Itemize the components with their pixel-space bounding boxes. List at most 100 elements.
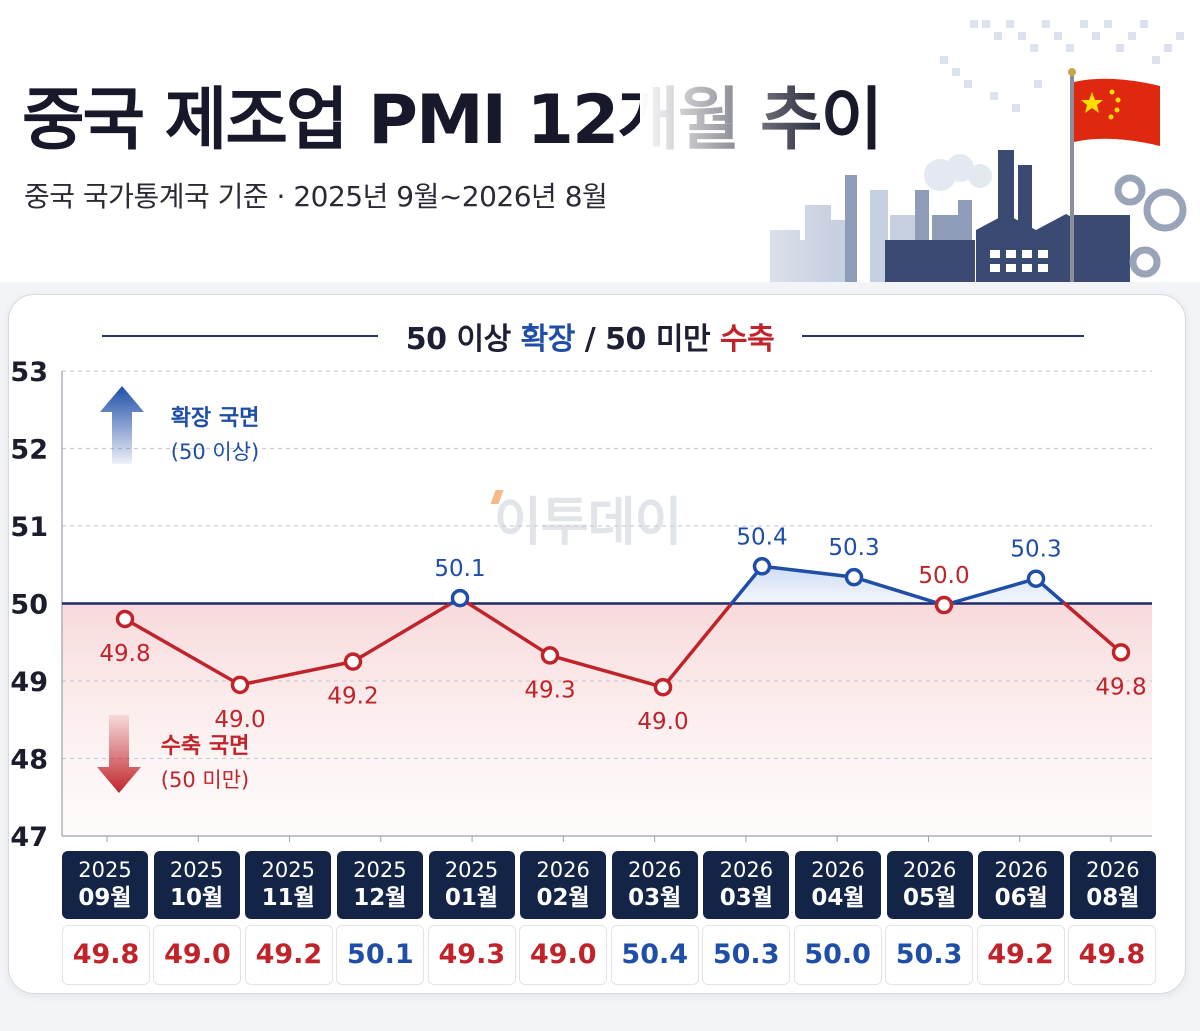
month-year: 2026 (628, 858, 682, 882)
y-tick-label: 51 (10, 512, 48, 543)
legend-text-1: 50 이상 (405, 322, 521, 357)
value-cell: 50.3 (702, 925, 791, 985)
legend-rule-left (102, 335, 378, 337)
contraction-title: 수축 국면 (160, 734, 250, 759)
month-year: 2026 (811, 858, 865, 882)
factory-skyline-illustration (640, 0, 1200, 282)
month-label: 10월 (170, 885, 224, 911)
value-cell: 49.2 (244, 925, 333, 985)
month-label: 04월 (811, 885, 865, 911)
y-tick-label: 50 (10, 590, 48, 621)
series-line-segment (238, 659, 355, 687)
data-label: 50.4 (736, 524, 787, 550)
value-cell: 50.1 (336, 925, 425, 985)
expansion-phase-label: 확장 국면 (50 이상) (150, 400, 280, 466)
value-cell: 49.0 (153, 925, 242, 985)
data-point (450, 588, 470, 608)
series-line-segment (760, 564, 856, 579)
series-line-segment (1062, 601, 1123, 655)
data-label: 50.3 (828, 535, 879, 561)
expansion-title: 확장 국면 (170, 406, 260, 431)
month-header-cell: 2025 01월 (428, 851, 515, 919)
month-header-cell: 2026 03월 (611, 851, 698, 919)
contraction-subtitle: (50 미만) (160, 768, 250, 792)
month-year: 2025 (78, 858, 132, 882)
month-label: 05월 (903, 885, 957, 911)
month-header-cell: 2026 06월 (978, 851, 1065, 919)
series-line-segment (852, 575, 941, 606)
month-year: 2026 (1086, 858, 1140, 882)
value-cell: 49.0 (519, 925, 608, 985)
data-point (653, 677, 673, 697)
data-label: 49.0 (637, 709, 688, 735)
month-year: 2025 (353, 858, 407, 882)
down-arrow-icon (97, 715, 141, 793)
y-tick-label: 48 (10, 745, 48, 776)
month-label: 03월 (719, 885, 773, 911)
expansion-fill (450, 566, 1065, 604)
data-point (343, 652, 363, 671)
data-point (1026, 569, 1046, 588)
data-label: 49.2 (327, 684, 378, 710)
month-header-row: 2025 09월 2025 10월 2025 11월 2025 12월 2025 01월 2026 0… (62, 851, 1156, 919)
watermark: 이투데이 (494, 493, 682, 553)
month-year: 2026 (902, 858, 957, 882)
contraction-phase-label: 수축 국면 (50 미만) (140, 728, 270, 794)
legend-rule-right (802, 335, 1084, 337)
value-cell: 49.2 (976, 925, 1065, 985)
value-cell: 50.3 (885, 925, 974, 985)
y-tick-label: 49 (10, 667, 48, 698)
month-header-cell: 2026 05월 (886, 851, 973, 919)
value-cell: 50.0 (793, 925, 882, 985)
value-cell: 49.8 (1067, 925, 1156, 985)
contraction-zone (62, 603, 1152, 836)
y-tick-label: 47 (10, 822, 48, 853)
header: 중국 제조업 PMI 12개월 추이 중국 국가통계국 기준 · 2025년 9… (0, 0, 1200, 282)
series-line-segment (548, 653, 665, 689)
chart-legend: 50 이상 확장 / 50 미만 수축 (390, 314, 790, 358)
y-tick-label: 53 (10, 357, 48, 388)
page-subtitle: 중국 국가통계국 기준 · 2025년 9월~2026년 8월 (24, 180, 608, 213)
month-label: 08월 (1086, 885, 1140, 911)
series-line-segment (123, 617, 242, 687)
month-year: 2026 (719, 858, 774, 882)
value-cell: 50.4 (610, 925, 699, 985)
data-label: 49.0 (214, 707, 265, 733)
data-label: 49.8 (1095, 674, 1146, 700)
month-year: 2025 (169, 858, 224, 882)
month-label: 09월 (78, 885, 132, 911)
up-arrow-icon (100, 386, 144, 464)
series-line-segment (351, 601, 453, 664)
month-header-cell: 2025 12월 (336, 851, 423, 919)
month-header-cell: 2025 10월 (153, 851, 240, 919)
month-year: 2026 (536, 858, 590, 882)
legend-expand: 확장 (520, 322, 576, 357)
month-year: 2025 (261, 858, 315, 882)
month-header-cell: 2026 03월 (703, 851, 790, 919)
month-header-cell: 2026 08월 (1069, 851, 1156, 919)
series-line-segment (466, 601, 552, 658)
data-point (1111, 643, 1131, 662)
month-header-cell: 2025 11월 (245, 851, 332, 919)
data-point (540, 646, 560, 665)
data-label: 49.3 (524, 677, 575, 703)
legend-text-2: / 50 미만 (574, 322, 721, 357)
month-label: 11월 (261, 885, 315, 911)
month-year: 2025 (444, 858, 499, 882)
data-point (752, 557, 772, 576)
month-header-cell: 2025 09월 (62, 851, 148, 919)
month-header-cell: 2026 02월 (520, 851, 607, 919)
data-label: 49.8 (99, 641, 150, 667)
data-label: 50.1 (434, 556, 485, 582)
month-label: 02월 (536, 885, 590, 911)
series-line-segment (661, 601, 734, 689)
month-label: 06월 (994, 885, 1048, 911)
data-point (230, 675, 250, 695)
month-label: 01월 (444, 885, 499, 911)
data-point (844, 567, 864, 587)
month-year: 2026 (994, 858, 1048, 882)
value-row: 49.8 49.0 49.2 50.1 49.3 49.0 50.4 50.3 50.0 50.3… (62, 925, 1156, 985)
month-label: 12월 (353, 885, 407, 911)
